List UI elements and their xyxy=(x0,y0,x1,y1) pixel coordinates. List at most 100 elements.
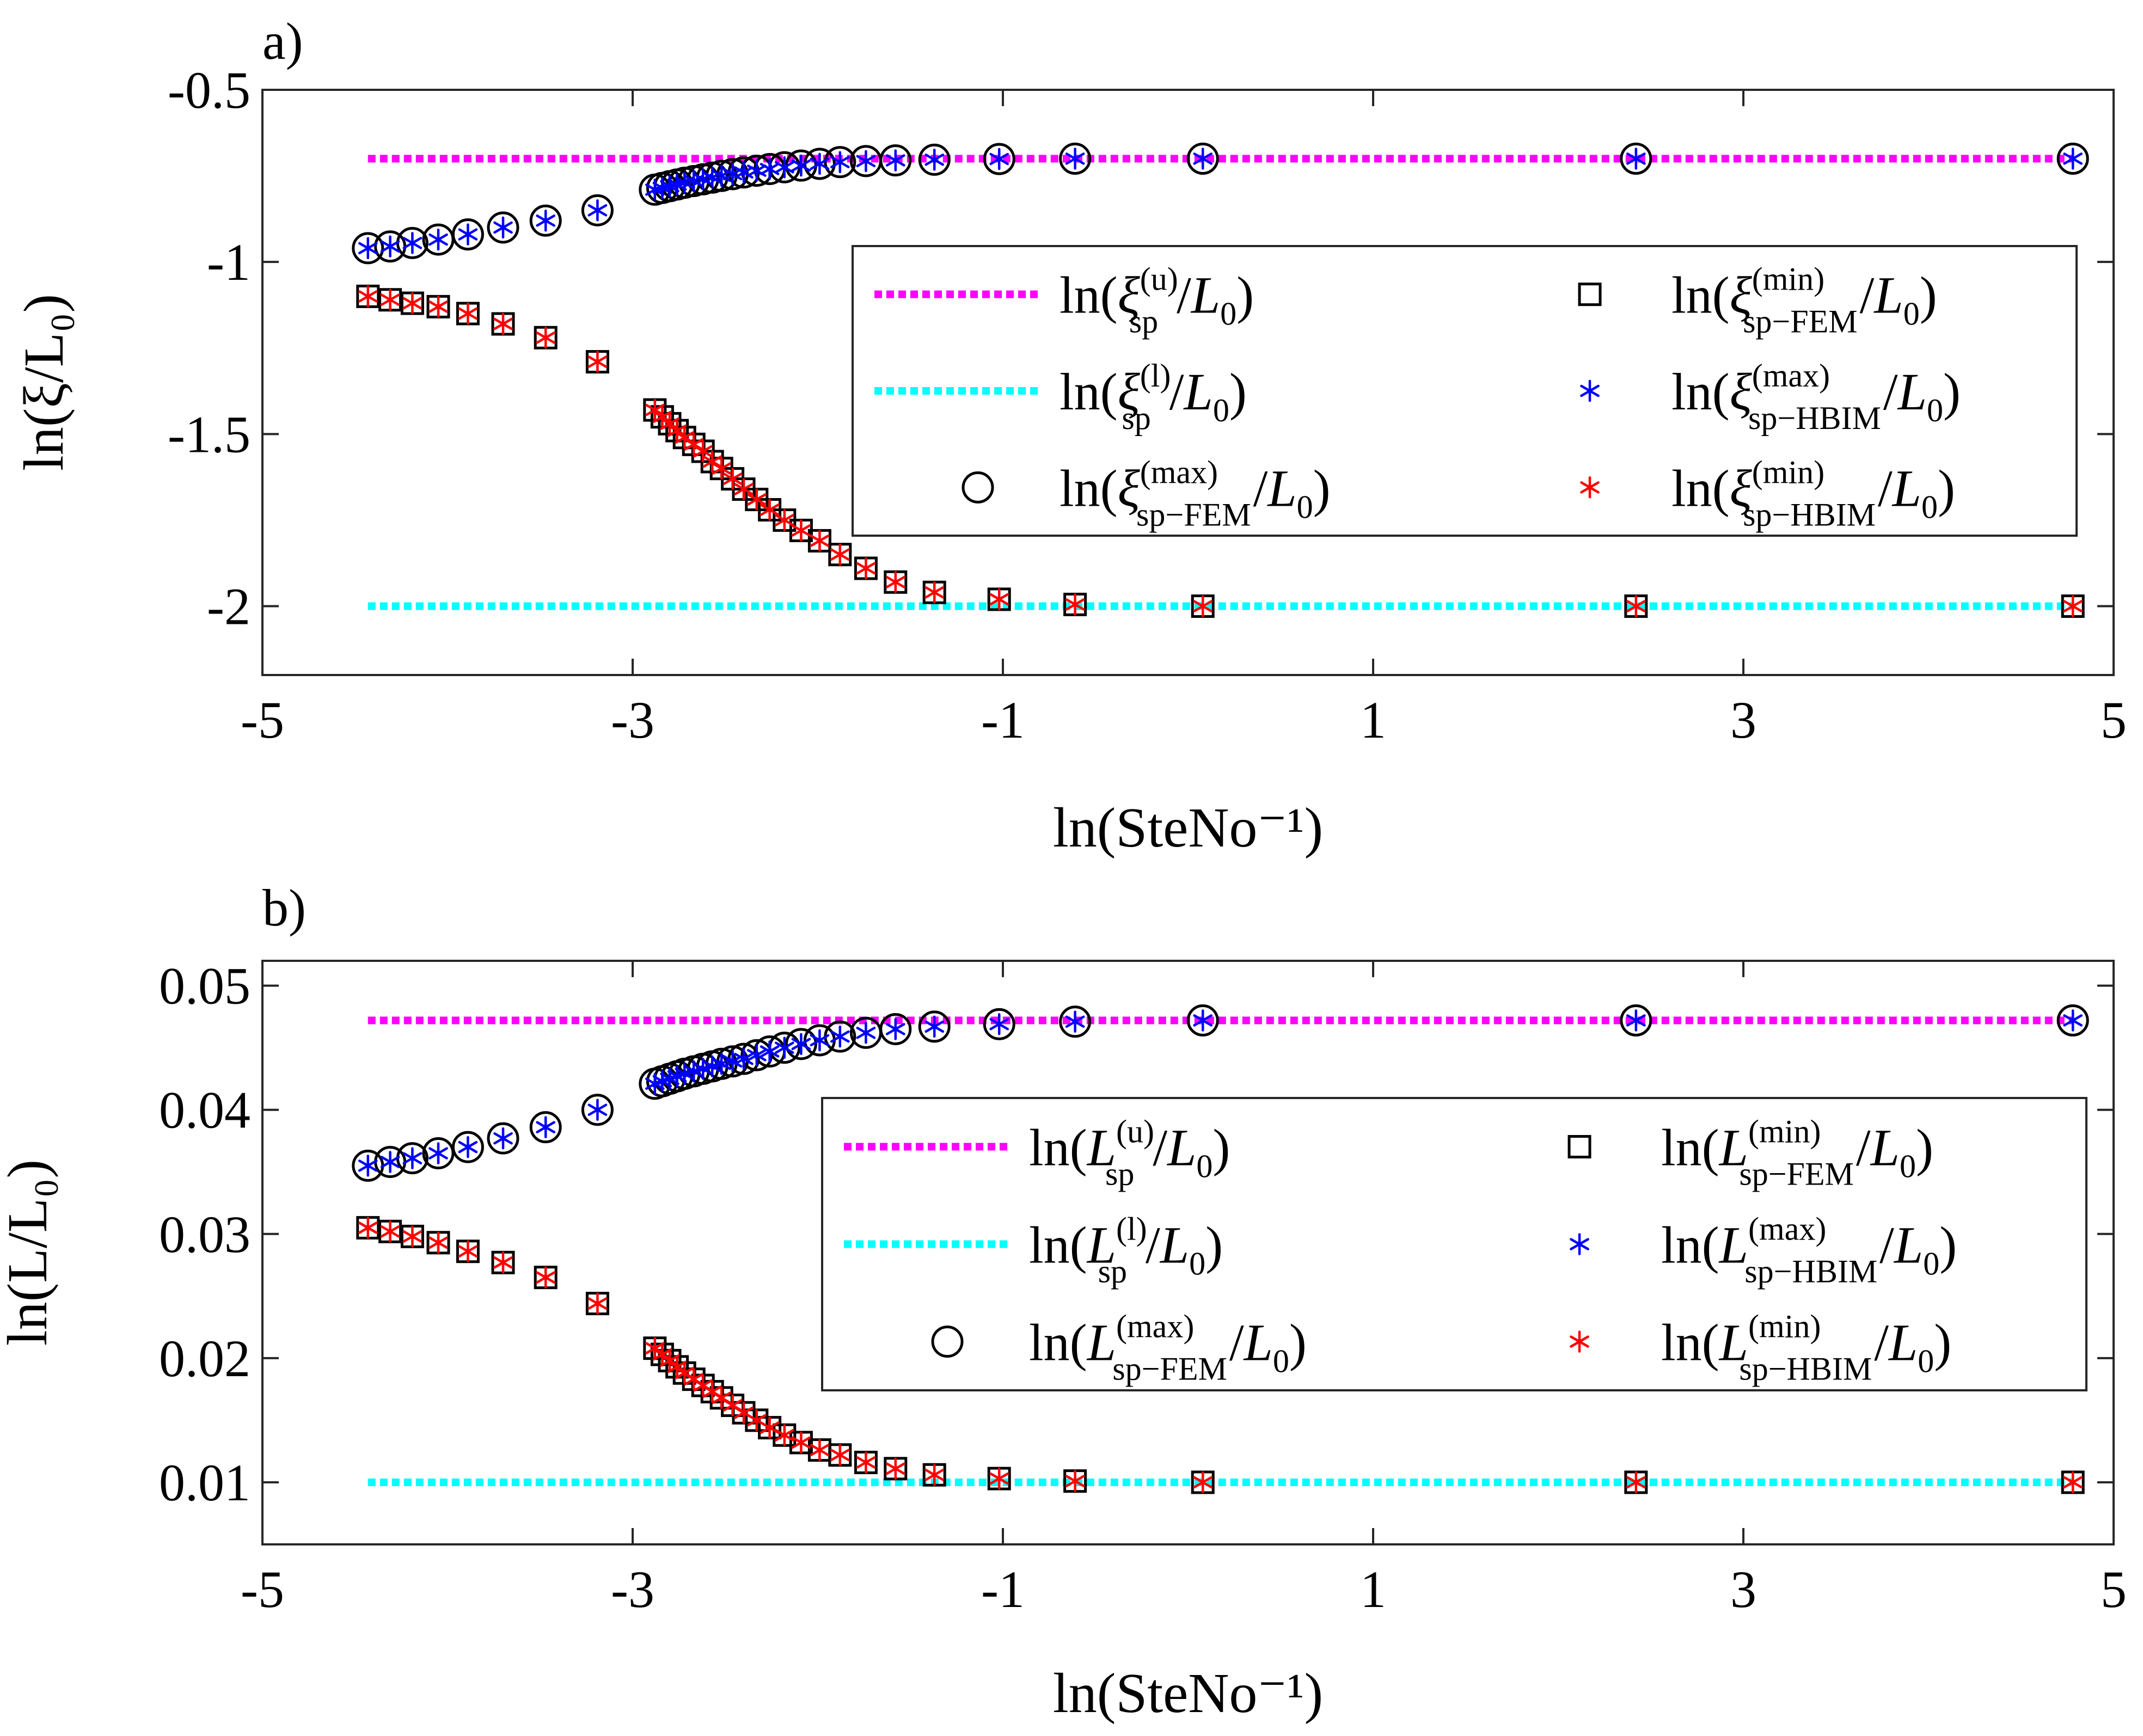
legend-label-prefix: ln( xyxy=(1060,363,1118,421)
y-axis-label: ln(L/L₀) xyxy=(0,1160,59,1346)
data-point xyxy=(493,312,513,335)
plot-frame xyxy=(261,89,2115,676)
legend-label-sub: sp−FEM xyxy=(1136,496,1251,532)
legend-swatch-min-HBIM xyxy=(1570,1330,1589,1353)
y-tick-label: 0.05 xyxy=(159,957,250,1015)
legend-label-base: ξ xyxy=(1730,266,1753,324)
data-point-stroke xyxy=(1065,1475,1085,1487)
data-point xyxy=(924,581,945,604)
data-point xyxy=(712,1053,732,1075)
data-point xyxy=(587,1292,608,1315)
data-point-stroke xyxy=(1065,598,1085,611)
data-point-stroke xyxy=(734,166,754,179)
x-axis-label: ln(SteNo⁻¹) xyxy=(1053,1662,1323,1725)
data-point-stroke xyxy=(402,297,423,310)
legend-label-prefix: ln( xyxy=(1661,1119,1719,1177)
data-point xyxy=(989,1467,1009,1490)
y-tick-label: -0.5 xyxy=(168,61,250,119)
data-point xyxy=(493,216,513,239)
data-point xyxy=(536,327,556,349)
legend-label-sub: sp−HBIM xyxy=(1744,1254,1877,1290)
data-point xyxy=(885,1457,905,1480)
legend-label-sub: sp xyxy=(1129,304,1158,340)
legend-label-denom: L xyxy=(1893,1216,1923,1274)
data-point-stroke xyxy=(402,1152,423,1164)
data-point-stroke xyxy=(746,164,767,177)
data-point xyxy=(402,292,423,315)
legend-label-close: ) xyxy=(1939,1216,1957,1274)
data-point-stroke xyxy=(712,169,732,182)
legend-label-close: ) xyxy=(1943,363,1961,421)
data-point xyxy=(380,235,400,257)
legend-label-base: L xyxy=(1718,1119,1748,1177)
data-point-stroke xyxy=(587,355,608,368)
data-point xyxy=(458,1240,478,1262)
legend-swatch-max-FEM xyxy=(962,471,994,504)
legend-label: ln(ξ(min) sp−HBIM/L0) xyxy=(1671,454,1955,532)
data-point-stroke xyxy=(358,1160,378,1172)
data-point xyxy=(458,223,478,246)
data-point-stroke xyxy=(493,221,513,234)
data-point xyxy=(1193,595,1213,617)
legend-label-sub: sp xyxy=(1098,1254,1127,1290)
chart-panel-b: b) -5 -3 -1 1 3 5 0.05 0.04 0.03 0.02 0.01 ln(SteNo⁻… xyxy=(0,879,2127,1725)
legend-label: ln(L(max) sp−HBIM/L0) xyxy=(1661,1211,1957,1290)
data-point xyxy=(660,1349,679,1372)
data-point xyxy=(529,204,562,237)
x-tick-label: 3 xyxy=(1730,691,1756,749)
data-point-stroke xyxy=(2063,600,2083,612)
data-point xyxy=(734,478,754,500)
legend-label-denom-sub: 0 xyxy=(1273,1344,1289,1379)
data-point xyxy=(723,468,743,490)
data-point-stroke xyxy=(830,156,850,169)
data-point xyxy=(791,154,811,177)
data-point-stroke xyxy=(830,1449,850,1462)
data-point-stroke xyxy=(645,1342,665,1354)
legend-swatch-min-HBIM-stroke xyxy=(1570,1335,1589,1348)
legend-label-denom: L xyxy=(1266,459,1296,517)
data-point-stroke xyxy=(760,1045,780,1058)
data-point xyxy=(402,1147,423,1169)
data-point-stroke xyxy=(458,228,478,241)
legend-label-slash: / xyxy=(1856,1119,1871,1177)
legend-label-denom-sub: 0 xyxy=(1923,1246,1939,1282)
data-point-stroke xyxy=(536,332,556,344)
data-point-stroke xyxy=(702,455,723,468)
data-point-stroke xyxy=(380,240,400,253)
legend-label-denom-sub: 0 xyxy=(1189,1246,1205,1282)
legend-label: ln(L(l) sp/L0) xyxy=(1029,1211,1223,1290)
data-point xyxy=(451,218,484,251)
data-point xyxy=(422,1137,455,1170)
legend: ln(L(u) sp/L0)ln(L(l) sp/L0)ln(L(max) sp−FE… xyxy=(821,1097,2087,1391)
data-point xyxy=(645,398,665,421)
data-point xyxy=(1065,1010,1085,1033)
data-point xyxy=(487,211,519,244)
data-point-stroke xyxy=(924,586,945,599)
legend-label: ln(ξ(max) sp−HBIM/L0) xyxy=(1671,358,1961,436)
x-tick-label: 5 xyxy=(2101,1560,2127,1618)
data-point xyxy=(2063,595,2083,617)
legend-label-slash: / xyxy=(1229,1314,1244,1372)
plot-frame xyxy=(261,960,2115,1545)
data-point-stroke xyxy=(1193,1476,1213,1489)
data-point xyxy=(458,302,478,325)
data-point xyxy=(885,571,905,593)
legend-label-base: L xyxy=(1086,1216,1116,1274)
legend-label: ln(L(u) sp/L0) xyxy=(1029,1114,1230,1192)
data-point xyxy=(830,1025,850,1048)
data-point xyxy=(824,146,856,179)
data-point xyxy=(723,163,743,186)
data-point xyxy=(1186,142,1219,175)
data-point-stroke xyxy=(458,307,478,320)
data-point xyxy=(723,1050,743,1072)
legend-label-sup: (max) xyxy=(1116,1309,1194,1345)
data-point-stroke xyxy=(734,1052,754,1065)
series-min-HBIM xyxy=(358,1217,2083,1494)
data-point xyxy=(760,499,780,521)
legend-box xyxy=(852,245,2078,537)
data-point xyxy=(924,1464,945,1486)
data-point-stroke xyxy=(885,576,905,588)
data-point xyxy=(746,488,767,511)
data-point-stroke xyxy=(734,1406,754,1419)
data-point-stroke xyxy=(358,290,378,303)
